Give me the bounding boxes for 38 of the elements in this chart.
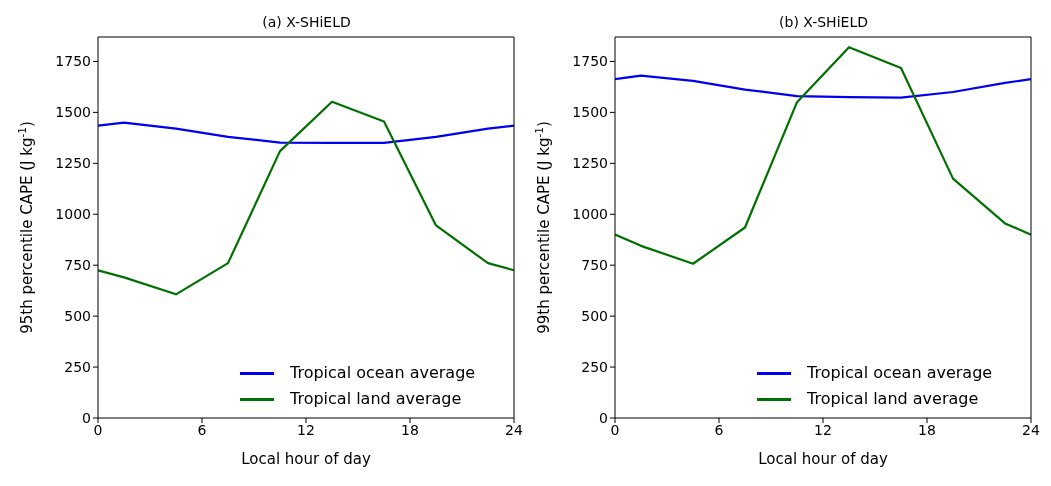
x-tick-label: 6	[197, 421, 207, 438]
y-tick-label: 750	[64, 257, 91, 274]
line-series	[98, 100, 514, 296]
y-tick-label: 1500	[572, 104, 608, 121]
y-tick-label: 0	[82, 409, 91, 426]
chart-title: (b) X-SHiELD	[778, 14, 869, 30]
x-axis-title: Local hour of day	[241, 450, 371, 468]
y-tick-label: 1000	[572, 206, 608, 223]
x-tick-label: 12	[297, 421, 315, 438]
legend-label: Tropical land average	[807, 388, 979, 410]
y-tick-label: 0	[599, 409, 608, 426]
y-tick-label: 1250	[572, 155, 608, 172]
y-tick-label: 750	[581, 257, 608, 274]
y-tick-label: 1250	[55, 155, 91, 172]
x-tick-label: 24	[1022, 421, 1040, 438]
x-tick-label: 6	[714, 421, 724, 438]
chart-title: (a) X-SHiELD	[261, 14, 352, 30]
x-tick-label: 18	[401, 421, 419, 438]
x-tick-label: 0	[610, 421, 620, 438]
y-tick-label: 250	[64, 359, 91, 376]
line-series	[615, 74, 1031, 99]
y-tick-label: 1750	[572, 53, 608, 70]
x-tick-label: 0	[93, 421, 103, 438]
line-series	[615, 46, 1031, 265]
y-tick-label: 500	[581, 308, 608, 325]
x-tick-label: 24	[505, 421, 523, 438]
legend-label: Tropical ocean average	[290, 362, 476, 384]
y-tick-label: 1000	[55, 206, 91, 223]
x-axis-title: Local hour of day	[758, 450, 888, 468]
x-tick-label: 12	[814, 421, 832, 438]
y-tick-label: 500	[64, 308, 91, 325]
y-tick-label: 1500	[55, 104, 91, 121]
line-series	[98, 121, 514, 145]
y-tick-label: 1750	[55, 53, 91, 70]
x-tick-label: 18	[918, 421, 936, 438]
legend-label: Tropical ocean average	[807, 362, 993, 384]
legend-label: Tropical land average	[290, 388, 462, 410]
y-tick-label: 250	[581, 359, 608, 376]
